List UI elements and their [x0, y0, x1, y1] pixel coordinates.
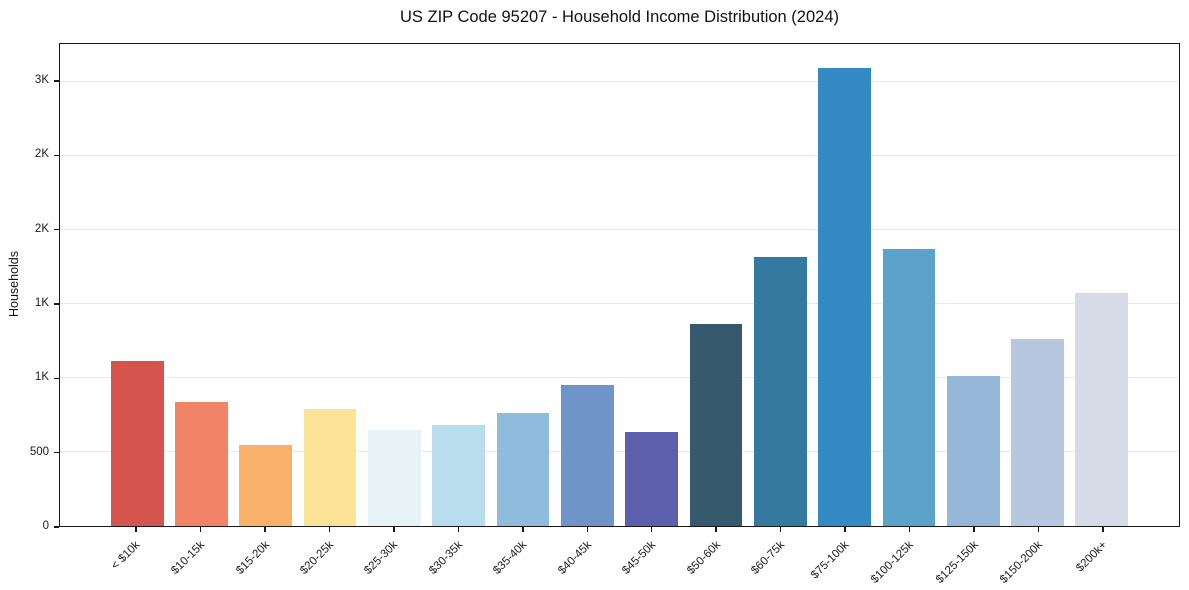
- bars-layer: [60, 44, 1179, 526]
- bar: [818, 67, 871, 526]
- bar: [110, 360, 164, 526]
- x-axis: < $10k $10-15k $15-20k $20-25k $25-30k $30-35…: [59, 527, 1180, 589]
- bar-slot: [169, 44, 233, 526]
- x-tick-label: $150-200k: [997, 539, 1045, 586]
- x-tick-mark: [650, 527, 653, 532]
- y-tick-label: 3K: [34, 73, 49, 86]
- bar-slot: [105, 44, 169, 526]
- y-tick-label: 500: [29, 445, 49, 458]
- y-tick-mark: [54, 80, 59, 82]
- y-tick-mark: [54, 154, 59, 156]
- gridline: [60, 228, 1179, 230]
- bar: [175, 401, 228, 526]
- x-tick-mark: [586, 527, 589, 532]
- x-tick-mark: [1037, 527, 1040, 532]
- y-tick-label: 0: [42, 520, 49, 532]
- x-tick-mark: [393, 527, 395, 532]
- bar: [1075, 292, 1129, 526]
- chart-title: US ZIP Code 95207 - Household Income Dis…: [399, 8, 839, 26]
- x-tick-label: $100-125k: [869, 539, 916, 586]
- gridline: [60, 450, 1179, 452]
- x-tick-mark: [199, 527, 202, 532]
- gridline: [60, 80, 1179, 82]
- x-tick-mark: [844, 527, 846, 532]
- bar: [625, 431, 679, 526]
- bar-slot: [877, 44, 941, 526]
- x-tick-label: < $10k: [109, 539, 143, 573]
- bar-slot: [941, 44, 1005, 526]
- bar: [1011, 339, 1064, 526]
- x-tick-label: $10-15k: [169, 539, 208, 577]
- gridline: [60, 154, 1179, 156]
- bar-slot: [555, 44, 619, 526]
- x-tick-label: $40-45k: [555, 539, 594, 577]
- bar-slot: [298, 44, 362, 526]
- bar: [368, 429, 421, 526]
- bar: [239, 444, 293, 526]
- x-tick-mark: [973, 527, 975, 532]
- gridline: [60, 302, 1179, 304]
- bar: [882, 249, 936, 526]
- bar-slot: [620, 44, 684, 526]
- plot-area: [59, 43, 1180, 527]
- bar: [432, 425, 486, 526]
- x-tick-label: $125-150k: [933, 539, 981, 586]
- x-tick-mark: [715, 527, 717, 532]
- x-tick-label: $75-100k: [809, 539, 852, 582]
- gridline: [60, 376, 1179, 378]
- x-tick-mark: [779, 527, 782, 532]
- bar: [946, 376, 1000, 526]
- x-tick-mark: [457, 527, 460, 532]
- x-tick-label: $20-25k: [298, 539, 337, 577]
- x-tick-mark: [522, 527, 524, 532]
- x-tick-mark: [135, 527, 137, 532]
- x-tick-mark: [264, 527, 266, 532]
- bar-slot: [748, 44, 812, 526]
- y-tick-mark: [54, 303, 59, 305]
- bar: [496, 412, 550, 526]
- y-tick-label: 2K: [34, 148, 49, 161]
- bar-slot: [1070, 44, 1134, 526]
- x-tick-label: $30-35k: [427, 539, 465, 577]
- y-tick-mark: [54, 228, 59, 231]
- bar-slot: [684, 44, 748, 526]
- bar-slot: [812, 44, 876, 526]
- x-tick-label: $50-60k: [684, 539, 723, 577]
- bar-slot: [234, 44, 298, 526]
- bar-slot: [362, 44, 426, 526]
- x-tick-mark: [908, 527, 911, 532]
- x-tick-label: $60-75k: [749, 539, 788, 577]
- x-tick-mark: [328, 527, 331, 532]
- bar-slot: [491, 44, 555, 526]
- x-tick-label: $25-30k: [362, 539, 401, 577]
- bar: [303, 409, 357, 526]
- y-axis: 0 500 1K 1K 2K 2K 3K: [0, 43, 59, 532]
- y-tick-label: 1K: [34, 371, 49, 384]
- x-tick-label: $15-20k: [233, 539, 272, 577]
- bar-slot: [1005, 44, 1069, 526]
- bar: [560, 385, 614, 526]
- x-tick-label: $35-40k: [491, 539, 530, 577]
- x-tick-mark: [1102, 527, 1104, 532]
- y-tick-label: 1K: [34, 296, 49, 309]
- y-tick-label: 2K: [34, 222, 49, 235]
- x-tick-label: $200k+: [1073, 539, 1110, 575]
- x-tick-label: $45-50k: [620, 539, 659, 577]
- y-tick-mark: [54, 451, 59, 454]
- bar-slot: [427, 44, 491, 526]
- y-tick-mark: [54, 377, 59, 380]
- bar: [753, 256, 807, 526]
- bar: [689, 323, 743, 526]
- y-tick-mark: [54, 526, 59, 528]
